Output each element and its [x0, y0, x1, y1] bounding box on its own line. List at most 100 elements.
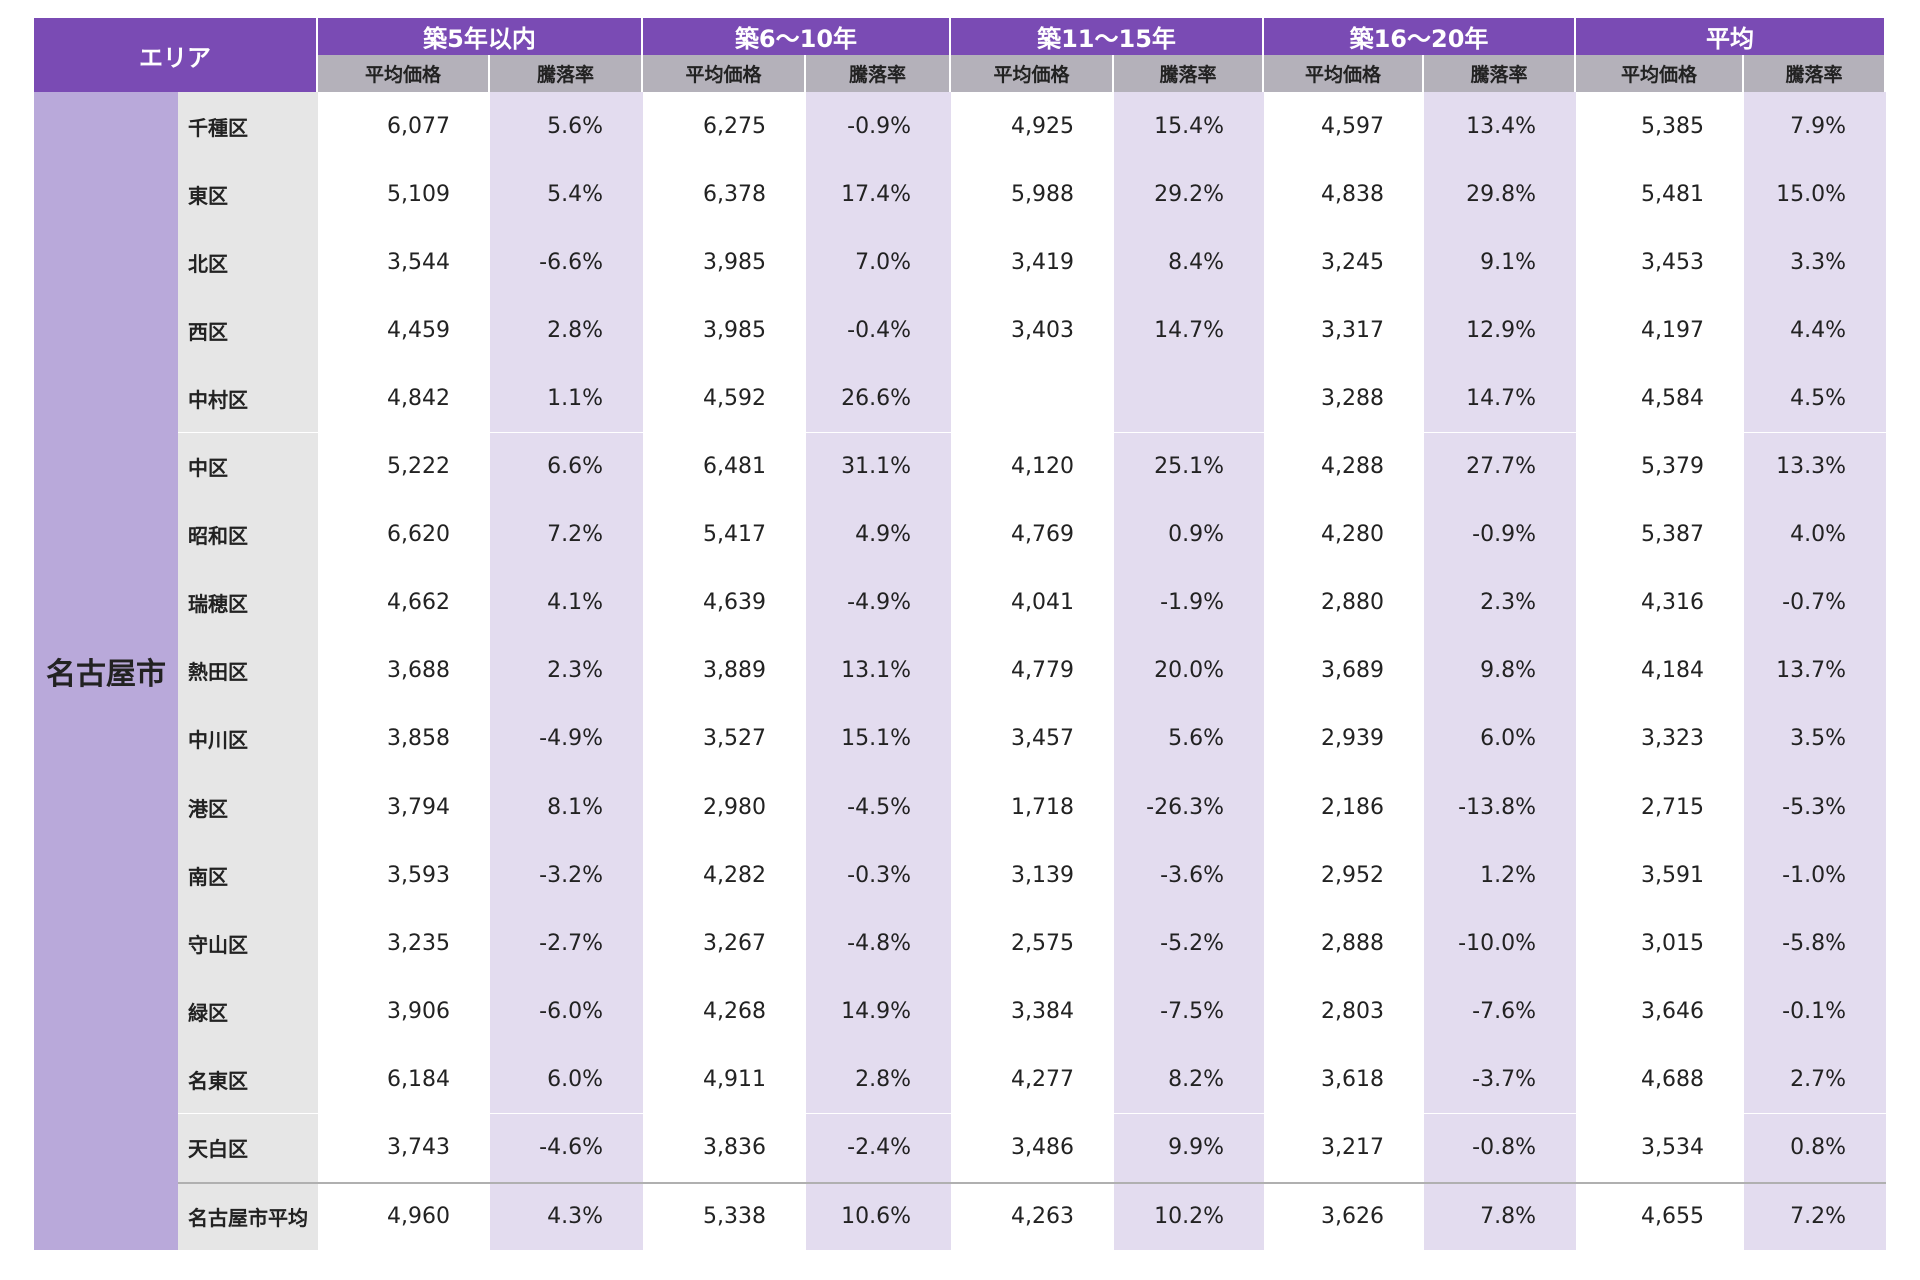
price-cell: 3,245: [1321, 249, 1384, 275]
price-cell: 4,925: [1011, 113, 1074, 139]
price-cell: 4,288: [1321, 454, 1384, 480]
group-header: 築6〜10年: [643, 18, 951, 55]
rate-cell: -3.6%: [1114, 841, 1264, 910]
rate-cell: 5.6%: [1114, 704, 1264, 773]
rate-cell: 29.8%: [1424, 160, 1576, 229]
district: 北区: [178, 228, 318, 297]
rate-cell: -1.9%: [1114, 568, 1264, 637]
rate-cell: -4.6%: [490, 1113, 643, 1182]
rate-cell: 2.8%: [490, 296, 643, 365]
price-cell: 4,584: [1641, 385, 1704, 411]
rate-cell: -0.4%: [806, 296, 951, 365]
price-cell: 1,718: [1011, 794, 1074, 820]
price-cell: 3,626: [1264, 1181, 1424, 1250]
rate-cell: -3.2%: [490, 841, 643, 910]
price-cell: 3,527: [703, 726, 766, 752]
rate-cell: -4.5%: [806, 773, 951, 842]
price-cell: 4,282: [703, 862, 766, 888]
rate-cell: -0.9%: [806, 92, 951, 161]
price-cell: [951, 364, 1114, 432]
price-cell: 2,575: [1011, 930, 1074, 956]
price-cell: 5,387: [1641, 522, 1704, 548]
price-cell: 3,317: [1321, 317, 1384, 343]
sub-header: 平均価格: [1264, 55, 1424, 92]
rate-cell: 2.3%: [490, 636, 643, 705]
sub-header: 平均価格: [643, 55, 806, 92]
price-cell: 3,618: [1321, 1066, 1384, 1092]
rate-cell: 14.7%: [1424, 364, 1576, 433]
sub-header: 騰落率: [490, 55, 643, 92]
price-cell: 4,842: [387, 385, 450, 411]
group-header: 築5年以内: [318, 18, 643, 55]
price-cell: 6,184: [387, 1066, 450, 1092]
price-cell: 4,263: [951, 1181, 1114, 1250]
rate-cell: 7.2%: [1744, 1181, 1886, 1250]
rate-cell: 8.2%: [1114, 1045, 1264, 1114]
price-cell: 5,109: [387, 181, 450, 207]
price-cell: 4,662: [387, 590, 450, 616]
rate-cell: 14.7%: [1114, 296, 1264, 365]
sub-header: 騰落率: [1114, 55, 1264, 92]
price-cell: 3,403: [1011, 317, 1074, 343]
rate-cell: 7.2%: [490, 500, 643, 569]
price-cell: 2,952: [1321, 862, 1384, 888]
rate-cell: -4.9%: [490, 704, 643, 773]
price-cell: 4,779: [1011, 658, 1074, 684]
price-cell: 3,985: [703, 317, 766, 343]
price-cell: 2,715: [1641, 794, 1704, 820]
price-cell: 4,459: [387, 317, 450, 343]
price-cell: 2,939: [1321, 726, 1384, 752]
rate-cell: -0.3%: [806, 841, 951, 910]
price-cell: 5,222: [387, 454, 450, 480]
district: 南区: [178, 841, 318, 910]
price-cell: 4,316: [1641, 590, 1704, 616]
rate-cell: 17.4%: [806, 160, 951, 229]
rate-cell: 7.9%: [1744, 92, 1886, 161]
district: 熱田区: [178, 636, 318, 705]
rate-cell: -3.7%: [1424, 1045, 1576, 1114]
price-cell: 3,985: [703, 249, 766, 275]
rate-cell: -6.6%: [490, 228, 643, 297]
price-cell: 3,688: [387, 658, 450, 684]
rate-cell: [1114, 364, 1264, 433]
rate-cell: 8.1%: [490, 773, 643, 842]
rate-cell: 12.9%: [1424, 296, 1576, 365]
rate-cell: 6.6%: [490, 432, 643, 501]
rate-cell: 25.1%: [1114, 432, 1264, 501]
price-cell: 3,453: [1641, 249, 1704, 275]
price-cell: 4,120: [1011, 454, 1074, 480]
price-cell: 6,378: [703, 181, 766, 207]
rate-cell: 5.4%: [490, 160, 643, 229]
rate-cell: 13.4%: [1424, 92, 1576, 161]
price-cell: 4,655: [1576, 1181, 1744, 1250]
area-header: エリア: [34, 18, 318, 92]
price-cell: 3,457: [1011, 726, 1074, 752]
sub-header: 騰落率: [1424, 55, 1576, 92]
price-cell: 3,794: [387, 794, 450, 820]
district: 西区: [178, 296, 318, 365]
district: 瑞穂区: [178, 568, 318, 637]
rate-cell: 6.0%: [490, 1045, 643, 1114]
price-cell: 3,015: [1641, 930, 1704, 956]
price-cell: 3,323: [1641, 726, 1704, 752]
rate-cell: 1.2%: [1424, 841, 1576, 910]
sub-header: 平均価格: [951, 55, 1114, 92]
rate-cell: -1.0%: [1744, 841, 1886, 910]
rate-cell: 13.7%: [1744, 636, 1886, 705]
price-cell: 4,592: [703, 385, 766, 411]
rate-cell: 2.7%: [1744, 1045, 1886, 1114]
district: 千種区: [178, 92, 318, 161]
rate-cell: 4.9%: [806, 500, 951, 569]
district: 緑区: [178, 977, 318, 1046]
price-cell: 5,417: [703, 522, 766, 548]
price-cell: 3,384: [1011, 998, 1074, 1024]
price-cell: 5,988: [1011, 181, 1074, 207]
rate-cell: 10.2%: [1114, 1181, 1264, 1250]
rate-cell: 7.0%: [806, 228, 951, 297]
district: 天白区: [178, 1113, 318, 1182]
price-cell: 2,980: [703, 794, 766, 820]
rate-cell: -7.6%: [1424, 977, 1576, 1046]
district: 中川区: [178, 704, 318, 773]
price-cell: 2,186: [1321, 794, 1384, 820]
district: 名古屋市平均: [178, 1181, 318, 1250]
